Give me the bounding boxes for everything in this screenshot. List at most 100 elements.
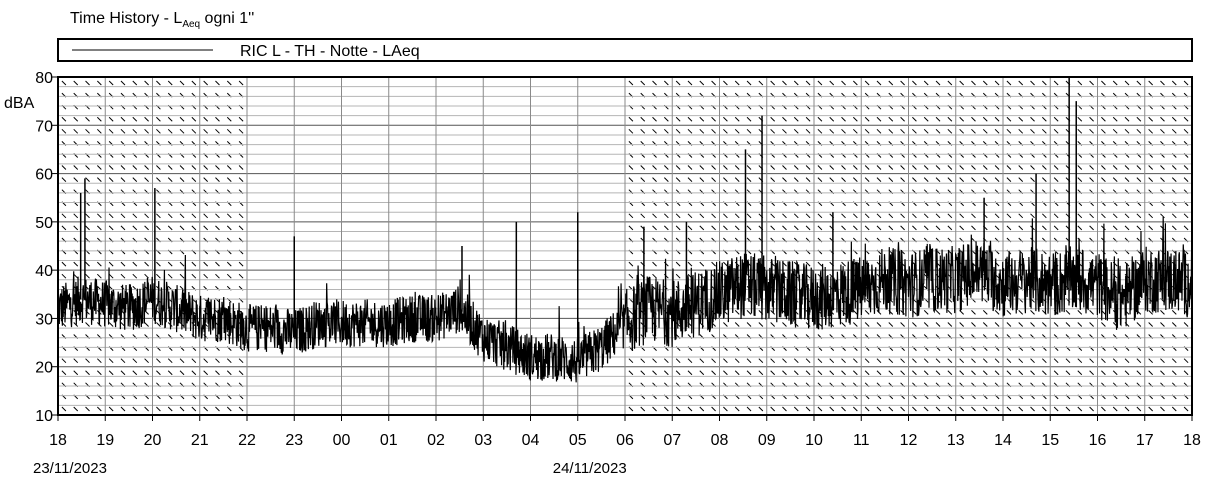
hatch-mark [759,407,763,411]
hatch-mark [948,371,952,375]
hatch-mark [971,359,975,363]
hatch-mark [1090,359,1094,363]
hatch-mark [215,178,219,182]
hatch-mark [1160,117,1164,121]
hatch-mark [771,166,775,170]
hatch-mark [180,226,184,230]
hatch-mark [983,81,987,85]
hatch-mark [960,359,964,363]
hatch-mark [842,262,846,266]
hatch-mark [74,81,78,85]
hatch-mark [204,359,208,363]
hatch-mark [712,371,716,375]
hatch-mark [168,178,172,182]
hatch-mark [830,359,834,363]
hatch-mark [747,178,751,182]
hatch-mark [865,322,869,326]
hatch-mark [842,371,846,375]
hatch-mark [818,262,822,266]
legend-box [58,39,1192,61]
hatch-mark [1090,310,1094,314]
hatch-mark [156,274,160,278]
hatch-mark [995,359,999,363]
hatch-mark [806,371,810,375]
hatch-mark [865,226,869,230]
hatch-mark [156,371,160,375]
hatch-mark [806,407,810,411]
hatch-mark [877,178,881,182]
hatch-mark [227,129,231,133]
hatch-mark [794,359,798,363]
hatch-mark [97,359,101,363]
hatch-mark [676,274,680,278]
hatch-mark [877,81,881,85]
hatch-mark [853,81,857,85]
hatch-mark [1078,310,1082,314]
hatch-mark [830,166,834,170]
hatch-mark [1019,166,1023,170]
hatch-mark [653,129,657,133]
hatch-mark [168,129,172,133]
hatch-mark [782,81,786,85]
hatch-mark [948,178,952,182]
hatch-mark [960,226,964,230]
hatch-mark [901,214,905,218]
hatch-mark [723,322,727,326]
hatch-mark [1149,117,1153,121]
hatch-mark [712,178,716,182]
hatch-mark [924,81,928,85]
hatch-mark [156,226,160,230]
hatch-mark [830,81,834,85]
hatch-mark [723,262,727,266]
hatch-mark [664,117,668,121]
hatch-mark [712,81,716,85]
hatch-mark [1042,117,1046,121]
hatch-mark [735,117,739,121]
hatch-mark [983,322,987,326]
hatch-mark [1042,371,1046,375]
hatch-mark [1125,214,1129,218]
hatch-mark [1172,166,1176,170]
hatch-mark [971,81,975,85]
hatch-mark [960,129,964,133]
hatch-mark [1090,407,1094,411]
hatch-mark [782,178,786,182]
hatch-mark [641,214,645,218]
hatch-mark [1042,214,1046,218]
hatch-mark [1137,322,1141,326]
x-tick-label: 13 [947,432,965,449]
hatch-mark [145,262,149,266]
hatch-mark [1090,81,1094,85]
hatch-mark [877,407,881,411]
hatch-mark [664,129,668,133]
hatch-mark [192,262,196,266]
hatch-mark [688,407,692,411]
hatch-mark [1184,178,1188,182]
x-tick-label: 12 [900,432,918,449]
hatch-mark [735,310,739,314]
hatch-mark [912,407,916,411]
x-tick-label: 08 [711,432,729,449]
hatch-mark [688,117,692,121]
hatch-mark [145,214,149,218]
hatch-mark [1054,178,1058,182]
hatch-mark [865,371,869,375]
hatch-mark [1066,407,1070,411]
hatch-mark [97,117,101,121]
hatch-mark [794,166,798,170]
hatch-mark [924,178,928,182]
hatch-mark [889,117,893,121]
hatch-mark [794,226,798,230]
hatch-mark [676,166,680,170]
hatch-mark [227,371,231,375]
hatch-mark [1031,178,1035,182]
y-tick-label: 70 [35,118,53,135]
hatch-mark [156,322,160,326]
hatch-mark [818,407,822,411]
hatch-mark [747,322,751,326]
hatch-mark [121,81,125,85]
hatch-mark [948,310,952,314]
hatch-mark [629,214,633,218]
hatch-mark [664,371,668,375]
hatch-mark [1078,117,1082,121]
